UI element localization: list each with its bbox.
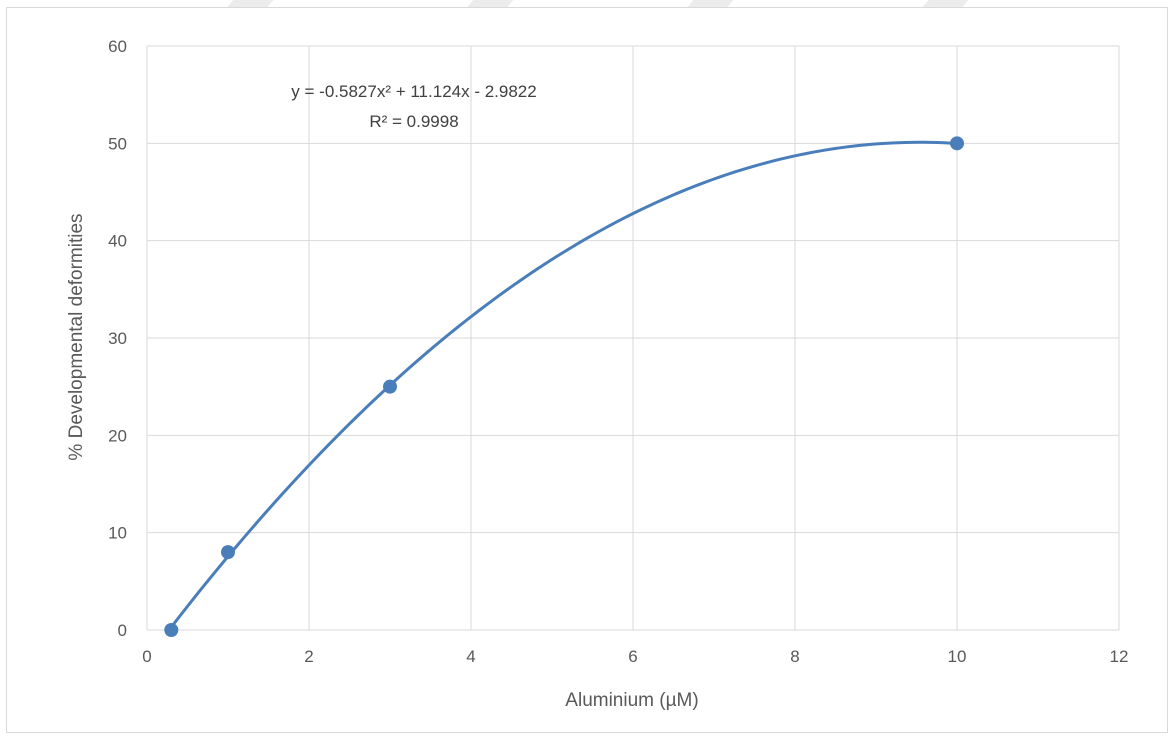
y-axis-tick-labels: 0 10 20 30 40 50 60: [108, 37, 127, 640]
y-tick-label: 0: [118, 621, 127, 640]
x-axis-tick-labels: 0 2 4 6 8 10 12: [142, 647, 1128, 666]
data-point: [383, 379, 397, 394]
chart-frame: [6, 7, 1168, 733]
trendline-r-squared: R² = 0.9998: [369, 112, 458, 131]
trendline-equation: y = -0.5827x² + 11.124x - 2.9822: [291, 82, 536, 101]
y-tick-label: 30: [108, 329, 127, 348]
x-tick-label: 2: [304, 647, 313, 666]
y-tick-label: 10: [108, 524, 127, 543]
x-tick-label: 0: [142, 647, 151, 666]
x-tick-label: 10: [948, 647, 967, 666]
x-tick-label: 6: [628, 647, 637, 666]
data-points: [164, 136, 964, 637]
trendline-layer: [169, 140, 959, 629]
x-tick-label: 8: [790, 647, 799, 666]
x-tick-label: 4: [466, 647, 475, 666]
trendline: [169, 140, 959, 629]
y-tick-label: 60: [108, 37, 127, 56]
y-tick-label: 50: [108, 134, 127, 153]
data-point: [221, 545, 235, 560]
x-tick-label: 12: [1110, 647, 1129, 666]
y-axis-title: % Developmental deformities: [66, 213, 87, 460]
y-tick-label: 40: [108, 232, 127, 251]
data-point: [164, 623, 179, 637]
x-axis-title: Aluminium (µM): [565, 690, 698, 711]
y-tick-label: 20: [108, 426, 127, 445]
gridlines: [146, 45, 1120, 631]
data-point: [950, 136, 964, 151]
